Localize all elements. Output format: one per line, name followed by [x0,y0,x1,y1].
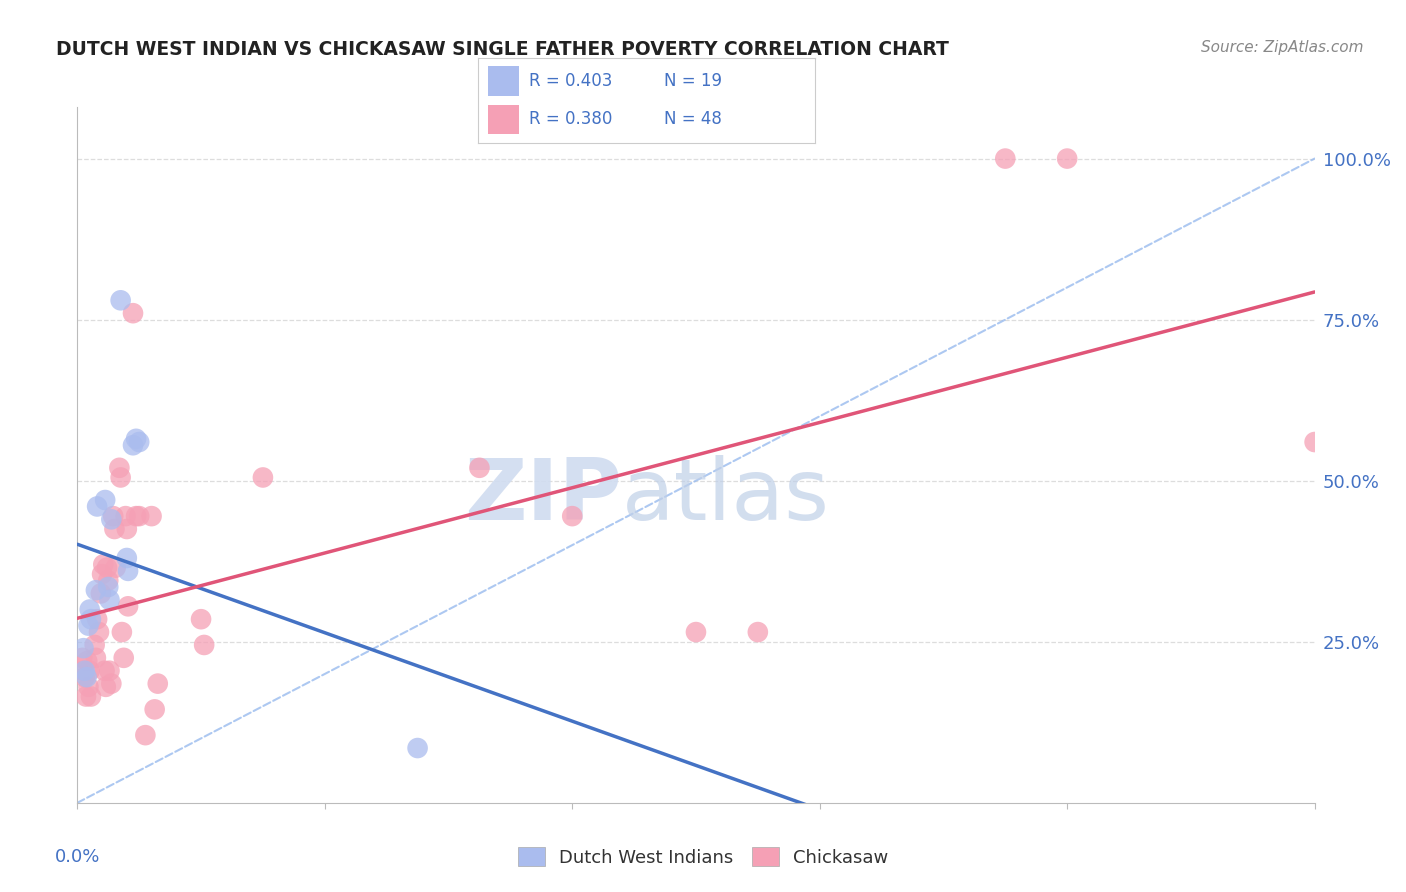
Point [190,612,212,626]
Point [125,509,148,524]
Point [72,651,94,665]
Point [97,574,120,588]
Bar [488,67,519,96]
Point [77,618,100,632]
Text: DUTCH WEST INDIAN VS CHICKASAW SINGLE FATHER POVERTY CORRELATION CHART: DUTCH WEST INDIAN VS CHICKASAW SINGLE FA… [56,40,949,59]
Point [110,470,132,484]
Point [561,509,583,524]
Point [111,625,134,640]
Point [252,470,274,484]
Point [91,558,114,572]
Point [108,460,131,475]
Point [75,690,97,704]
Point [80,612,103,626]
Point [110,293,132,308]
Point [76,654,98,668]
Text: R = 0.380: R = 0.380 [529,111,612,128]
Point [122,306,145,320]
Point [94,680,117,694]
Point [193,638,215,652]
Point [128,435,150,450]
Point [76,670,98,684]
Bar [488,104,519,134]
Text: R = 0.403: R = 0.403 [529,72,612,90]
Point [146,676,169,690]
Point [134,728,156,742]
Point [100,676,122,690]
Point [104,560,127,574]
Point [77,680,100,694]
Point [73,670,96,684]
Point [91,567,114,582]
Point [93,664,115,678]
Point [86,500,108,514]
Point [994,152,1017,166]
Point [103,522,125,536]
Text: ZIP: ZIP [464,455,621,538]
Point [86,612,108,626]
Point [468,460,491,475]
Point [79,664,101,678]
Point [143,702,166,716]
Point [98,592,121,607]
Point [125,432,148,446]
Point [747,625,769,640]
Point [84,583,107,598]
Text: 0.0%: 0.0% [55,848,100,866]
Legend: Dutch West Indians, Chickasaw: Dutch West Indians, Chickasaw [510,840,896,874]
Point [115,551,138,566]
Point [97,580,120,594]
Point [112,651,135,665]
Point [83,638,105,652]
Point [128,509,150,524]
Point [117,599,139,614]
Point [72,664,94,678]
Text: N = 19: N = 19 [664,72,721,90]
Point [87,625,110,640]
Point [114,509,136,524]
Point [96,560,118,574]
Point [72,641,94,656]
Point [1056,152,1078,166]
Point [94,493,117,508]
Point [141,509,163,524]
Point [84,651,107,665]
Point [100,512,122,526]
Point [73,664,96,678]
Point [685,625,707,640]
Text: N = 48: N = 48 [664,111,721,128]
Point [406,741,429,756]
Point [115,522,138,536]
Point [98,664,121,678]
Point [90,586,112,600]
Point [103,509,125,524]
Text: atlas: atlas [621,455,830,538]
Point [79,602,101,616]
Point [122,438,145,452]
Text: Source: ZipAtlas.com: Source: ZipAtlas.com [1201,40,1364,55]
Point [1303,435,1326,450]
Point [117,564,139,578]
Point [80,690,103,704]
